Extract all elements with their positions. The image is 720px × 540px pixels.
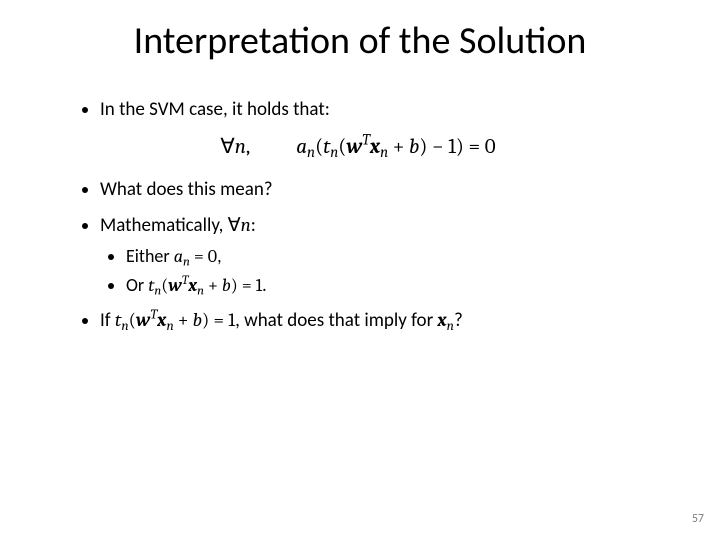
sub-bullet-text: Or tn(wTxn + b) = 1. xyxy=(126,274,267,296)
sub-bullet-text: Either an = 0, xyxy=(126,245,222,267)
slide-title: Interpretation of the Solution xyxy=(0,18,720,64)
page-number: 57 xyxy=(692,512,704,526)
bullet-text: Mathematically, ∀n: xyxy=(100,214,256,237)
sub-bullet-item: Or tn(wTxn + b) = 1. xyxy=(126,272,658,299)
bullet-list: In the SVM case, it holds that: ∀n,an(tn… xyxy=(78,96,658,335)
equation-display: ∀n,an(tn(wTxn + b) − 1) = 0 xyxy=(78,132,638,162)
bullet-item: What does this mean? xyxy=(100,176,658,204)
slide-body: In the SVM case, it holds that: ∀n,an(tn… xyxy=(78,96,658,343)
bullet-text: In the SVM case, it holds that: xyxy=(100,98,330,121)
slide: Interpretation of the Solution In the SV… xyxy=(0,0,720,540)
bullet-text: What does this mean? xyxy=(100,178,273,201)
sub-bullet-item: Either an = 0, xyxy=(126,243,658,270)
sub-bullet-list: Either an = 0, Or tn(wTxn + b) = 1. xyxy=(100,243,658,299)
bullet-item: If tn(wTxn + b) = 1, what does that impl… xyxy=(100,307,658,335)
bullet-item: In the SVM case, it holds that: ∀n,an(tn… xyxy=(100,96,658,162)
bullet-item: Mathematically, ∀n: Either an = 0, Or tn… xyxy=(100,212,658,300)
bullet-text: If tn(wTxn + b) = 1, what does that impl… xyxy=(100,309,463,332)
